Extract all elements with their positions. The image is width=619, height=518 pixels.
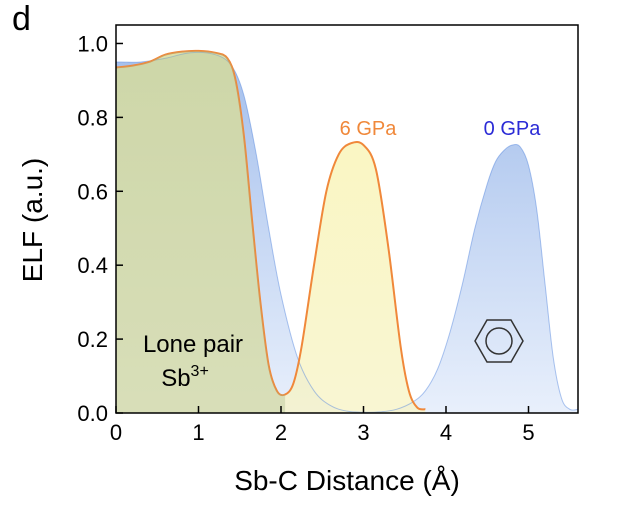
- ticks: 0 1 2 3 4 5 0.0 0.2 0.4 0.6 0.8 1.0: [77, 31, 534, 445]
- y-tick-label: 0.6: [77, 179, 108, 204]
- y-tick-label: 1.0: [77, 31, 108, 56]
- x-tick-label: 1: [192, 420, 204, 445]
- series-yellow-area: [116, 50, 426, 413]
- annotation-0gpa: 0 GPa: [484, 118, 542, 140]
- lone-pair-label: Lone pair: [143, 331, 243, 358]
- y-tick-label: 0.4: [77, 253, 108, 278]
- y-tick-label: 0.2: [77, 327, 108, 352]
- benzene-ring-icon: [474, 319, 524, 363]
- x-tick-label: 5: [522, 420, 534, 445]
- lone-pair-region: [116, 50, 286, 413]
- panel-letter: d: [12, 0, 31, 38]
- y-axis-label: ELF (a.u.): [17, 158, 48, 282]
- x-tick-label: 3: [357, 420, 369, 445]
- sb-text: Sb: [161, 365, 190, 392]
- x-tick-label: 0: [110, 420, 122, 445]
- plot-area: [116, 49, 578, 413]
- sb-label: Sb3+: [161, 363, 209, 392]
- x-tick-label: 4: [440, 420, 452, 445]
- axes: [115, 24, 579, 414]
- sb-superscript: 3+: [191, 363, 209, 380]
- y-tick-label: 0.8: [77, 105, 108, 130]
- x-axis-label: Sb-C Distance (Å): [234, 465, 460, 496]
- x-tick-label: 2: [275, 420, 287, 445]
- series-orange-line: [116, 49, 426, 411]
- plot-frame: [115, 24, 579, 414]
- y-tick-label: 0.0: [77, 401, 108, 426]
- annotation-6gpa: 6 GPa: [340, 118, 398, 140]
